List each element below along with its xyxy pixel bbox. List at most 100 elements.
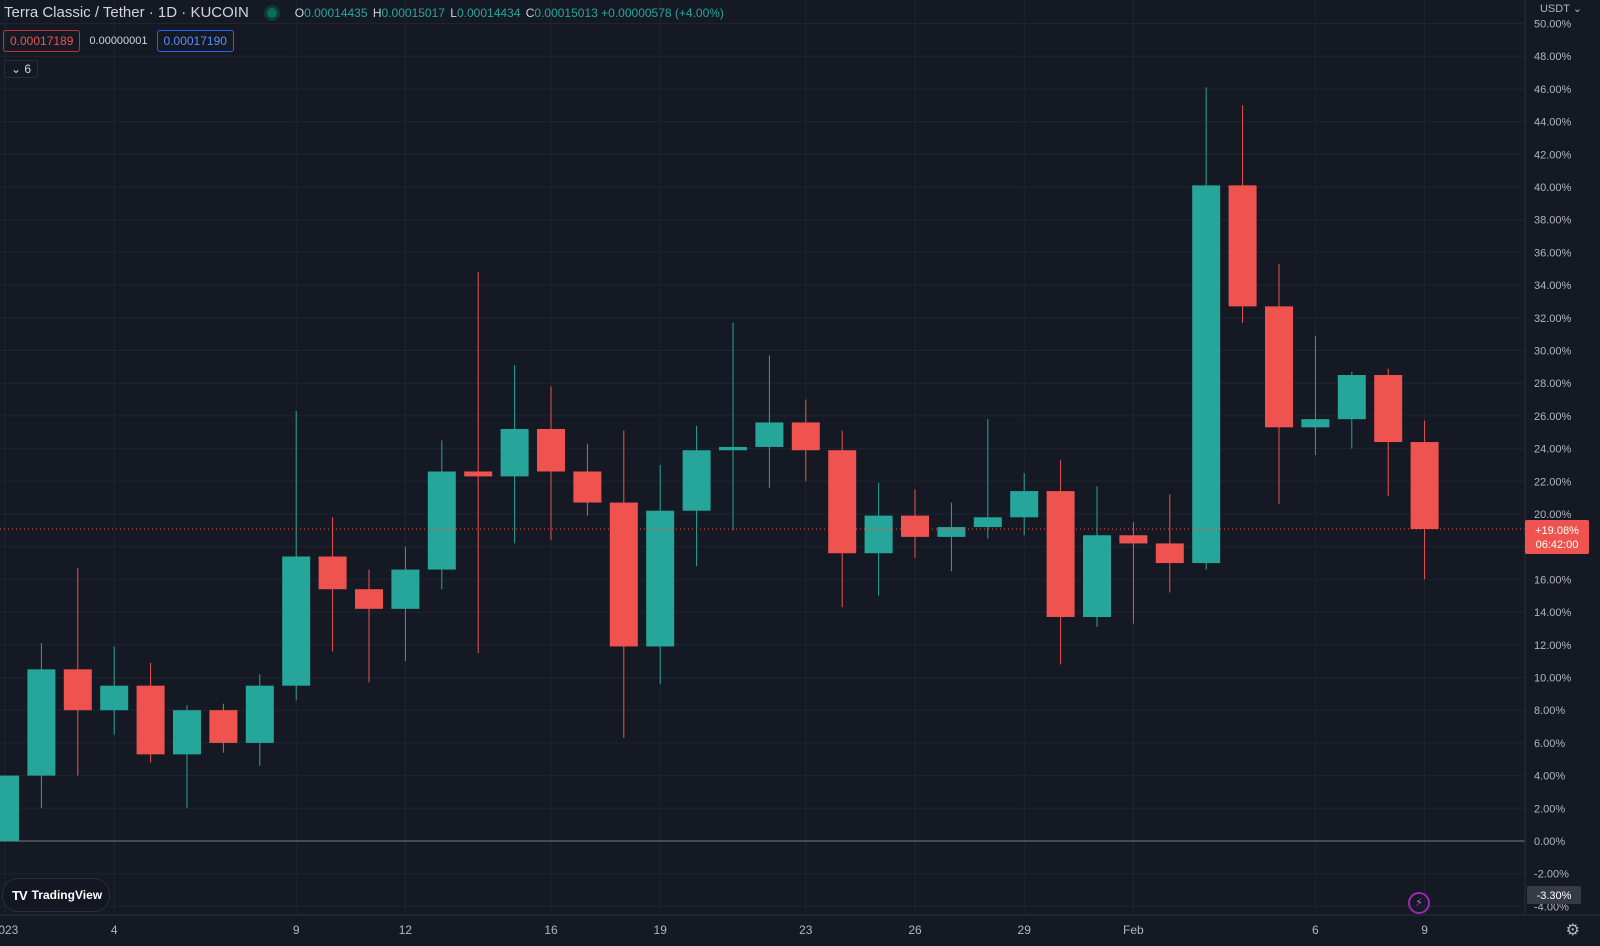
close-label: C xyxy=(525,5,535,20)
currency-selector[interactable]: USDT ⌄ xyxy=(1540,2,1582,15)
candle-body xyxy=(973,517,1002,528)
candle-body xyxy=(864,515,893,554)
candle-body xyxy=(282,556,311,686)
candle-body xyxy=(318,556,347,590)
price-axis-bg xyxy=(1525,0,1600,946)
candle xyxy=(0,775,19,841)
open-label: O xyxy=(294,5,305,20)
crosshair-price-label: -3.30% xyxy=(1537,890,1572,902)
y-tick-label: 8.00% xyxy=(1534,705,1565,717)
candle-body xyxy=(355,589,383,609)
high-value: 0.00015017 xyxy=(381,5,445,20)
candle-body xyxy=(901,515,929,537)
x-tick-label: 16 xyxy=(544,923,558,937)
sell-button[interactable]: 0.00017189 xyxy=(3,30,81,52)
candle-body xyxy=(682,450,711,511)
candle xyxy=(63,567,92,776)
candle-body xyxy=(1083,535,1111,618)
buy-button[interactable]: 0.00017190 xyxy=(156,30,234,52)
candle xyxy=(464,272,493,653)
y-tick-label: 48.00% xyxy=(1534,51,1572,63)
gear-icon[interactable]: ⚙ xyxy=(1565,922,1580,939)
candle xyxy=(901,489,929,559)
x-tick-label: 2023 xyxy=(0,923,19,937)
bolt-icon[interactable]: ⚡ xyxy=(1408,892,1430,914)
indicators-toggle[interactable]: ⌄ 6 xyxy=(4,60,39,78)
x-tick-label: 29 xyxy=(1018,923,1032,937)
time-axis[interactable]: 2023 4 9 12 16 19 23 26 29 Feb 6 9 xyxy=(0,914,1600,937)
y-tick-label: 34.00% xyxy=(1534,280,1572,292)
candle xyxy=(719,322,747,531)
candle-body xyxy=(609,502,638,647)
candle-body xyxy=(464,471,493,477)
change-value: +0.00000578 (+4.00%) xyxy=(601,5,724,20)
indicators-count: 6 xyxy=(24,62,32,76)
candle-body xyxy=(136,685,165,755)
candle xyxy=(427,440,456,590)
tradingview-logo[interactable]: TV TradingView xyxy=(2,878,110,912)
chart-header: Terra Classic / Tether · 1D · KUCOIN O 0.… xyxy=(4,4,724,21)
candle-body xyxy=(63,669,92,711)
candle-body xyxy=(1265,306,1293,428)
buy-sell-panel: 0.00017189 0.00000001 0.00017190 xyxy=(3,30,234,52)
candle xyxy=(1228,105,1257,323)
y-tick-label: 16.00% xyxy=(1534,574,1572,586)
y-tick-label: 40.00% xyxy=(1534,182,1572,194)
y-tick-label: 2.00% xyxy=(1534,803,1565,815)
candle xyxy=(609,430,638,738)
countdown-label: 06:42:00 xyxy=(1536,539,1579,551)
x-tick-label: 26 xyxy=(908,923,922,937)
x-tick-label: 12 xyxy=(399,923,413,937)
candle-body xyxy=(1155,543,1184,564)
candle xyxy=(355,569,383,683)
spread-value: 0.00000001 xyxy=(89,35,148,47)
market-status-icon xyxy=(266,7,277,18)
y-tick-label: 36.00% xyxy=(1534,247,1572,259)
price-axis[interactable]: 50.00% 48.00% 46.00% 44.00% 42.00% 40.00% 38.0… xyxy=(1524,0,1600,946)
x-tick-label: 9 xyxy=(293,923,300,937)
y-tick-label: 46.00% xyxy=(1534,84,1572,96)
x-tick-label: 19 xyxy=(654,923,668,937)
candle-body xyxy=(209,710,238,743)
logo-text: TradingView xyxy=(31,888,103,902)
y-tick-label: 22.00% xyxy=(1534,476,1572,488)
candle xyxy=(573,443,602,516)
x-tick-label: 23 xyxy=(799,923,813,937)
candle-body xyxy=(1119,535,1148,544)
candle-body xyxy=(427,471,456,570)
candle xyxy=(864,482,893,596)
candle xyxy=(1301,335,1330,456)
candle xyxy=(1265,263,1293,505)
candle-body xyxy=(937,527,966,537)
candle xyxy=(209,703,238,753)
candle xyxy=(755,355,784,488)
candle xyxy=(1410,420,1439,580)
y-tick-label: 50.00% xyxy=(1534,19,1572,31)
candle-body xyxy=(1010,491,1039,518)
y-tick-label: 20.00% xyxy=(1534,509,1572,521)
candle xyxy=(1119,522,1148,624)
candle-body xyxy=(791,422,820,451)
candle xyxy=(1374,368,1403,497)
chart-grid xyxy=(0,0,1525,915)
y-tick-label: 26.00% xyxy=(1534,411,1572,423)
candle-body xyxy=(573,471,602,503)
candle xyxy=(791,399,820,482)
candle xyxy=(1337,371,1366,449)
current-price-tag xyxy=(1525,520,1589,555)
current-price-label: +19.08% xyxy=(1535,525,1579,537)
currency-label: USDT xyxy=(1539,3,1570,15)
candle xyxy=(100,646,129,735)
symbol-title[interactable]: Terra Classic / Tether · 1D · KUCOIN xyxy=(4,4,249,21)
candles xyxy=(0,87,1439,841)
y-tick-label: 28.00% xyxy=(1534,378,1572,390)
y-tick-label: 4.00% xyxy=(1534,771,1565,783)
candle xyxy=(1046,460,1075,665)
candle-body xyxy=(1337,375,1366,420)
candle xyxy=(391,546,420,662)
y-tick-label: 14.00% xyxy=(1534,607,1572,619)
candle-body xyxy=(1410,442,1439,530)
y-tick-label: 0.00% xyxy=(1534,836,1565,848)
candle xyxy=(1010,473,1039,536)
